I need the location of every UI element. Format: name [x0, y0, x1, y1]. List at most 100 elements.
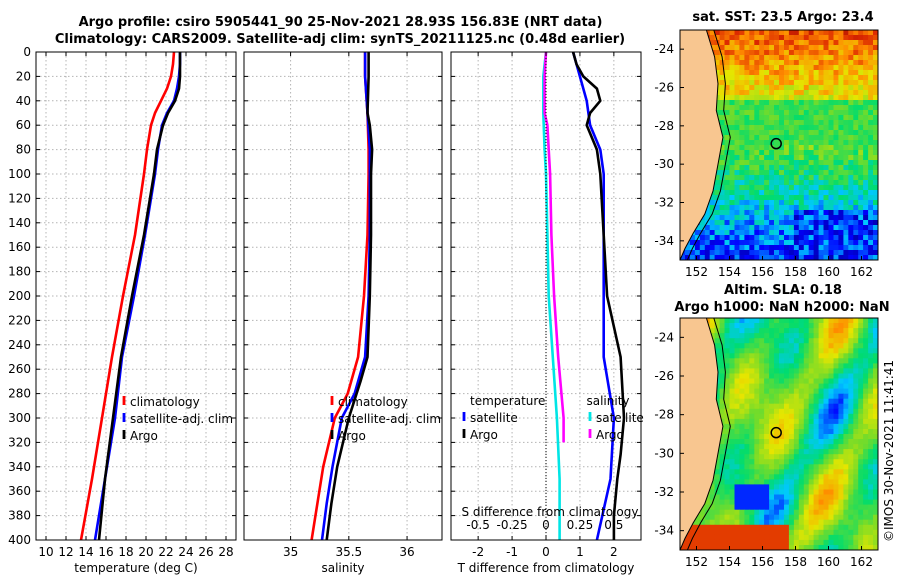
grid-cell	[803, 464, 810, 470]
grid-cell	[838, 545, 844, 550]
grid-cell	[823, 403, 829, 410]
grid-cell	[798, 65, 805, 71]
sla-map-title-line1: Altim. SLA: 0.18	[724, 283, 842, 298]
grid-cell	[724, 353, 730, 359]
grid-cell	[714, 489, 721, 496]
grid-cell	[774, 170, 780, 176]
grid-cell	[739, 479, 745, 485]
grid-cell	[734, 245, 740, 251]
grid-cell	[759, 383, 765, 390]
grid-cell	[803, 519, 810, 526]
grid-cell	[833, 534, 839, 541]
grid-cell	[873, 338, 878, 344]
grid-cell	[749, 408, 755, 415]
grid-cell	[784, 383, 790, 390]
grid-cell	[769, 110, 775, 116]
grid-cell	[774, 90, 780, 96]
grid-cell	[863, 388, 869, 395]
grid-cell	[823, 200, 829, 206]
grid-cell	[759, 95, 765, 101]
grid-cell	[704, 225, 711, 231]
grid-cell	[699, 250, 706, 256]
grid-cell	[779, 190, 785, 196]
grid-cell	[803, 338, 810, 344]
grid-cell	[759, 55, 765, 61]
grid-cell	[754, 403, 760, 410]
grid-cell	[759, 155, 765, 161]
grid-cell	[779, 110, 785, 116]
grid-cell	[818, 110, 825, 116]
grid-cell	[749, 519, 755, 526]
grid-cell	[848, 529, 854, 536]
grid-cell	[788, 130, 795, 136]
grid-cell	[848, 499, 854, 506]
grid-cell	[764, 245, 770, 251]
grid-cell	[843, 55, 849, 61]
grid-cell	[843, 40, 849, 46]
grid-cell	[823, 469, 829, 475]
grid-cell	[694, 255, 701, 260]
grid-cell	[784, 444, 790, 450]
grid-cell	[724, 165, 730, 171]
grid-cell	[848, 215, 854, 221]
grid-cell	[853, 215, 859, 221]
grid-cell	[759, 368, 765, 374]
grid-cell	[818, 469, 825, 475]
grid-cell	[764, 170, 770, 176]
grid-cell	[833, 225, 839, 231]
grid-cell	[739, 373, 745, 380]
grid-cell	[729, 225, 735, 231]
grid-cell	[863, 230, 869, 236]
grid-cell	[729, 333, 735, 339]
grid-cell	[868, 185, 874, 191]
grid-cell	[833, 130, 839, 136]
grid-cell	[714, 393, 721, 400]
grid-cell	[833, 40, 839, 46]
grid-cell	[779, 479, 785, 485]
grid-cell	[833, 250, 839, 256]
grid-cell	[868, 155, 874, 161]
grid-cell	[828, 250, 834, 256]
grid-cell	[724, 539, 730, 546]
grid-cell	[749, 170, 755, 176]
grid-cell	[868, 105, 874, 111]
grid-cell	[749, 175, 755, 181]
grid-cell	[838, 250, 844, 256]
y-tick-label: 240	[8, 338, 31, 352]
grid-cell	[818, 484, 825, 490]
grid-cell	[828, 105, 834, 111]
grid-cell	[833, 120, 839, 126]
grid-cell	[739, 195, 745, 201]
grid-cell	[754, 65, 760, 71]
grid-cell	[853, 155, 859, 161]
grid-cell	[813, 55, 820, 61]
grid-cell	[868, 210, 874, 216]
grid-cell	[838, 155, 844, 161]
grid-cell	[818, 423, 825, 430]
grid-cell	[685, 255, 691, 260]
grid-cell	[784, 110, 790, 116]
grid-cell	[808, 110, 815, 116]
grid-cell	[803, 220, 810, 226]
grid-cell	[739, 524, 745, 531]
grid-cell	[749, 423, 755, 430]
grid-cell	[858, 494, 864, 501]
grid-cell	[828, 65, 834, 71]
grid-cell	[744, 393, 750, 400]
grid-cell	[843, 250, 849, 256]
grid-cell	[853, 210, 859, 216]
grid-cell	[823, 439, 829, 445]
grid-cell	[813, 195, 820, 201]
grid-cell	[838, 200, 844, 206]
grid-cell	[759, 484, 765, 490]
grid-cell	[838, 30, 844, 36]
grid-cell	[749, 230, 755, 236]
grid-cell	[803, 484, 810, 490]
grid-cell	[788, 240, 795, 246]
grid-cell	[759, 80, 765, 86]
grid-cell	[868, 474, 874, 480]
grid-cell	[779, 545, 785, 550]
grid-cell	[724, 120, 730, 126]
grid-cell	[788, 328, 795, 334]
grid-cell	[724, 429, 730, 435]
